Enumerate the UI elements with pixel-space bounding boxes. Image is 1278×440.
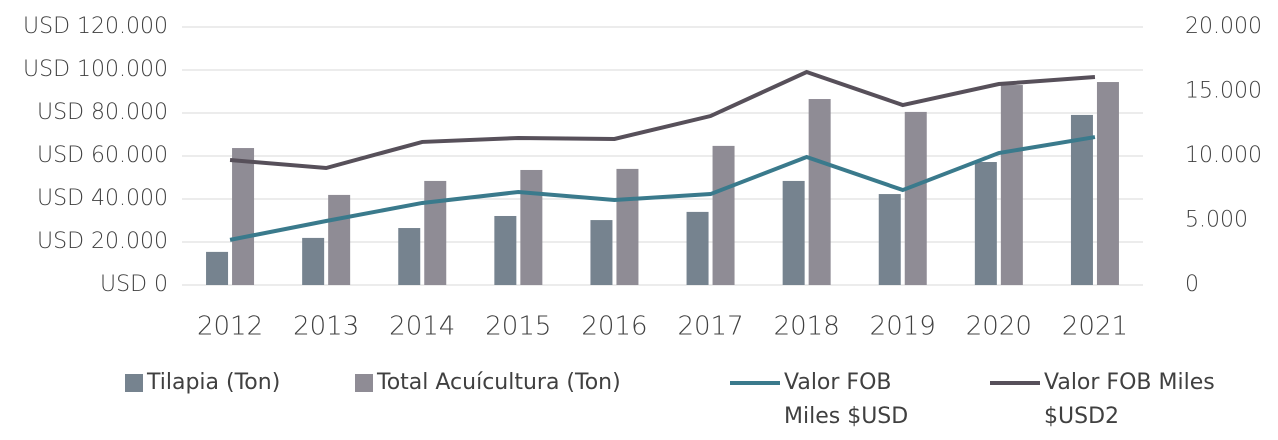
bar [398, 228, 421, 285]
bar [232, 148, 255, 285]
x-tick-label: 2017 [677, 312, 743, 342]
x-tick-label: 2018 [774, 312, 840, 342]
y-tick-label: USD 80.000 [37, 100, 168, 125]
x-tick-label: 2012 [197, 312, 263, 342]
x-tick-label: 2013 [293, 312, 359, 342]
legend-swatch [730, 381, 780, 385]
bar [424, 180, 447, 285]
bar [1096, 82, 1119, 285]
y-tick-label: USD 0 [100, 272, 168, 297]
bar [904, 111, 927, 285]
x-tick-label: 2020 [966, 312, 1032, 342]
bar [520, 169, 543, 285]
legend-item: Total Acuícultura (Ton) [355, 366, 621, 400]
legend-label: Tilapia (Ton) [147, 370, 281, 395]
bar [494, 215, 517, 285]
y2-tick-label: 10.000 [1185, 143, 1262, 168]
bar [808, 99, 831, 286]
chart: USD 0 USD 20.000 USD 40.000 USD 60.000 USD 8… [23, 14, 1262, 342]
x-tick-label: 2019 [870, 312, 936, 342]
line [229, 135, 1096, 242]
legend-swatch [355, 374, 373, 392]
legend-item: Valor FOB Miles $USD [730, 366, 934, 434]
y-tick-label: USD 60.000 [37, 143, 168, 168]
y-tick-label: USD 40.000 [37, 186, 168, 211]
y-tick-label: USD 20.000 [37, 229, 168, 254]
legend-label: Valor FOB Miles $USD2 [1044, 370, 1215, 429]
bar [974, 162, 997, 285]
x-tick-label: 2021 [1062, 312, 1128, 342]
legend-item: Tilapia (Ton) [125, 366, 280, 400]
bar [782, 180, 805, 285]
bar [712, 145, 735, 285]
y-tick-label: USD 100.000 [23, 57, 168, 82]
y2-tick-label: 5.000 [1185, 208, 1248, 233]
bar [590, 220, 613, 285]
legend-swatch [125, 374, 143, 392]
legend-item: Valor FOB Miles $USD2 [990, 366, 1244, 434]
y-tick-label: USD 120.000 [23, 14, 168, 39]
y2-tick-label: 0 [1185, 272, 1199, 297]
line [229, 69, 1096, 171]
bar [1070, 114, 1093, 285]
legend-label: Total Acuícultura (Ton) [377, 370, 621, 395]
bar [328, 194, 351, 285]
legend-label: Valor FOB Miles $USD [784, 370, 909, 429]
bar [878, 194, 901, 285]
bar [686, 211, 709, 285]
x-tick-label: 2016 [581, 312, 647, 342]
bar [1000, 85, 1023, 285]
legend-swatch [990, 381, 1040, 385]
y2-tick-label: 20.000 [1185, 14, 1262, 39]
x-tick-label: 2014 [389, 312, 455, 342]
y2-tick-label: 15.000 [1185, 79, 1262, 104]
x-tick-label: 2015 [485, 312, 551, 342]
bar [616, 168, 639, 285]
bar [302, 237, 325, 285]
bar [206, 251, 229, 285]
